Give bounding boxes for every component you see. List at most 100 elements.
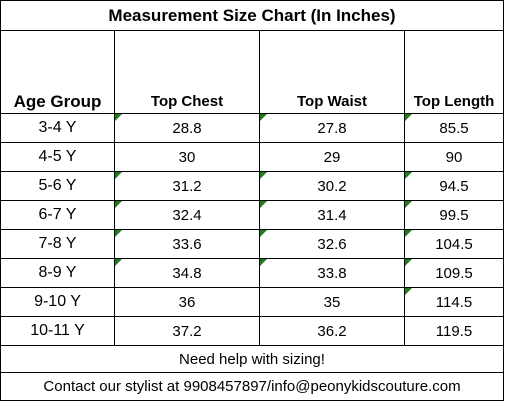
- table-row: 6-7 Y 32.4 31.4 99.5: [0, 200, 504, 230]
- table-row: 3-4 Y 28.8 27.8 85.5: [0, 113, 504, 143]
- cell-age: 7-8 Y: [0, 229, 115, 259]
- cell-chest: 33.6: [114, 229, 260, 259]
- error-indicator-icon: [260, 201, 267, 208]
- help-row: Need help with sizing!: [0, 345, 504, 373]
- cell-value: 3-4 Y: [38, 119, 77, 136]
- error-indicator-icon: [115, 114, 122, 121]
- error-indicator-icon: [260, 114, 267, 121]
- cell-value: 10-11 Y: [30, 322, 85, 339]
- error-indicator-icon: [405, 172, 412, 179]
- cell-value: 33.8: [317, 264, 347, 282]
- cell-value: 90: [445, 148, 463, 166]
- cell-waist: 27.8: [259, 113, 405, 143]
- cell-chest: 36: [114, 287, 260, 317]
- error-indicator-icon: [260, 230, 267, 237]
- error-indicator-icon: [405, 259, 412, 266]
- error-indicator-icon: [115, 172, 122, 179]
- table-row: 10-11 Y 37.2 36.2 119.5: [0, 316, 504, 346]
- cell-value: 4-5 Y: [38, 148, 77, 165]
- cell-chest: 37.2: [114, 316, 260, 346]
- cell-value: 85.5: [439, 119, 469, 137]
- cell-value: 29: [323, 148, 341, 166]
- cell-waist: 36.2: [259, 316, 405, 346]
- contact-info: Contact our stylist at 9908457897/info@p…: [0, 372, 504, 401]
- cell-value: 33.6: [172, 235, 202, 253]
- cell-age: 10-11 Y: [0, 316, 115, 346]
- cell-chest: 34.8: [114, 258, 260, 288]
- cell-value: 94.5: [439, 177, 469, 195]
- error-indicator-icon: [115, 230, 122, 237]
- cell-length: 94.5: [404, 171, 504, 201]
- header-row: Age Group Top Chest Top Waist Top Length: [0, 30, 504, 114]
- cell-length: 109.5: [404, 258, 504, 288]
- cell-age: 8-9 Y: [0, 258, 115, 288]
- cell-chest: 28.8: [114, 113, 260, 143]
- cell-value: 104.5: [435, 235, 473, 253]
- chart-title: Measurement Size Chart (In Inches): [0, 0, 504, 31]
- cell-value: 31.2: [172, 177, 202, 195]
- cell-waist: 35: [259, 287, 405, 317]
- title-row: Measurement Size Chart (In Inches): [0, 0, 504, 31]
- cell-waist: 31.4: [259, 200, 405, 230]
- cell-value: 31.4: [317, 206, 347, 224]
- cell-age: 6-7 Y: [0, 200, 115, 230]
- cell-value: 6-7 Y: [38, 206, 77, 223]
- cell-value: 9-10 Y: [34, 293, 81, 310]
- cell-value: 99.5: [439, 206, 469, 224]
- cell-value: 32.4: [172, 206, 202, 224]
- cell-age: 3-4 Y: [0, 113, 115, 143]
- error-indicator-icon: [260, 172, 267, 179]
- table-row: 5-6 Y 31.2 30.2 94.5: [0, 171, 504, 201]
- cell-waist: 33.8: [259, 258, 405, 288]
- cell-length: 99.5: [404, 200, 504, 230]
- cell-chest: 31.2: [114, 171, 260, 201]
- cell-value: 5-6 Y: [38, 177, 77, 194]
- error-indicator-icon: [405, 201, 412, 208]
- table-row: 8-9 Y 34.8 33.8 109.5: [0, 258, 504, 288]
- cell-length: 119.5: [404, 316, 504, 346]
- cell-value: 119.5: [435, 322, 473, 340]
- error-indicator-icon: [115, 259, 122, 266]
- cell-value: 7-8 Y: [38, 235, 77, 252]
- cell-value: 30: [178, 148, 196, 166]
- table-row: 7-8 Y 33.6 32.6 104.5: [0, 229, 504, 259]
- cell-age: 5-6 Y: [0, 171, 115, 201]
- table-row: 4-5 Y 30 29 90: [0, 142, 504, 172]
- error-indicator-icon: [260, 259, 267, 266]
- cell-length: 85.5: [404, 113, 504, 143]
- cell-age: 9-10 Y: [0, 287, 115, 317]
- cell-length: 90: [404, 142, 504, 172]
- cell-value: 32.6: [317, 235, 347, 253]
- cell-value: 36.2: [317, 322, 347, 340]
- cell-value: 37.2: [172, 322, 202, 340]
- error-indicator-icon: [115, 201, 122, 208]
- header-age-group: Age Group: [0, 30, 115, 114]
- cell-length: 104.5: [404, 229, 504, 259]
- header-top-chest: Top Chest: [114, 30, 260, 114]
- error-indicator-icon: [405, 114, 412, 121]
- cell-waist: 32.6: [259, 229, 405, 259]
- cell-waist: 29: [259, 142, 405, 172]
- error-indicator-icon: [405, 230, 412, 237]
- cell-value: 8-9 Y: [38, 264, 77, 281]
- header-top-waist: Top Waist: [259, 30, 405, 114]
- cell-value: 109.5: [435, 264, 473, 282]
- cell-value: 35: [323, 293, 341, 311]
- cell-age: 4-5 Y: [0, 142, 115, 172]
- header-top-length: Top Length: [404, 30, 504, 114]
- table-row: 9-10 Y 36 35 114.5: [0, 287, 504, 317]
- cell-value: 36: [178, 293, 196, 311]
- contact-row: Contact our stylist at 9908457897/info@p…: [0, 372, 504, 401]
- cell-value: 34.8: [172, 264, 202, 282]
- help-note: Need help with sizing!: [0, 345, 504, 373]
- cell-value: 30.2: [317, 177, 347, 195]
- error-indicator-icon: [405, 288, 412, 295]
- cell-chest: 30: [114, 142, 260, 172]
- cell-length: 114.5: [404, 287, 504, 317]
- cell-value: 28.8: [172, 119, 202, 137]
- cell-value: 27.8: [317, 119, 347, 137]
- size-rows: 3-4 Y 28.8 27.8 85.5 4-5 Y 30 29 90 5-6 Y 31.2 30.…: [0, 113, 504, 346]
- cell-value: 114.5: [435, 293, 473, 311]
